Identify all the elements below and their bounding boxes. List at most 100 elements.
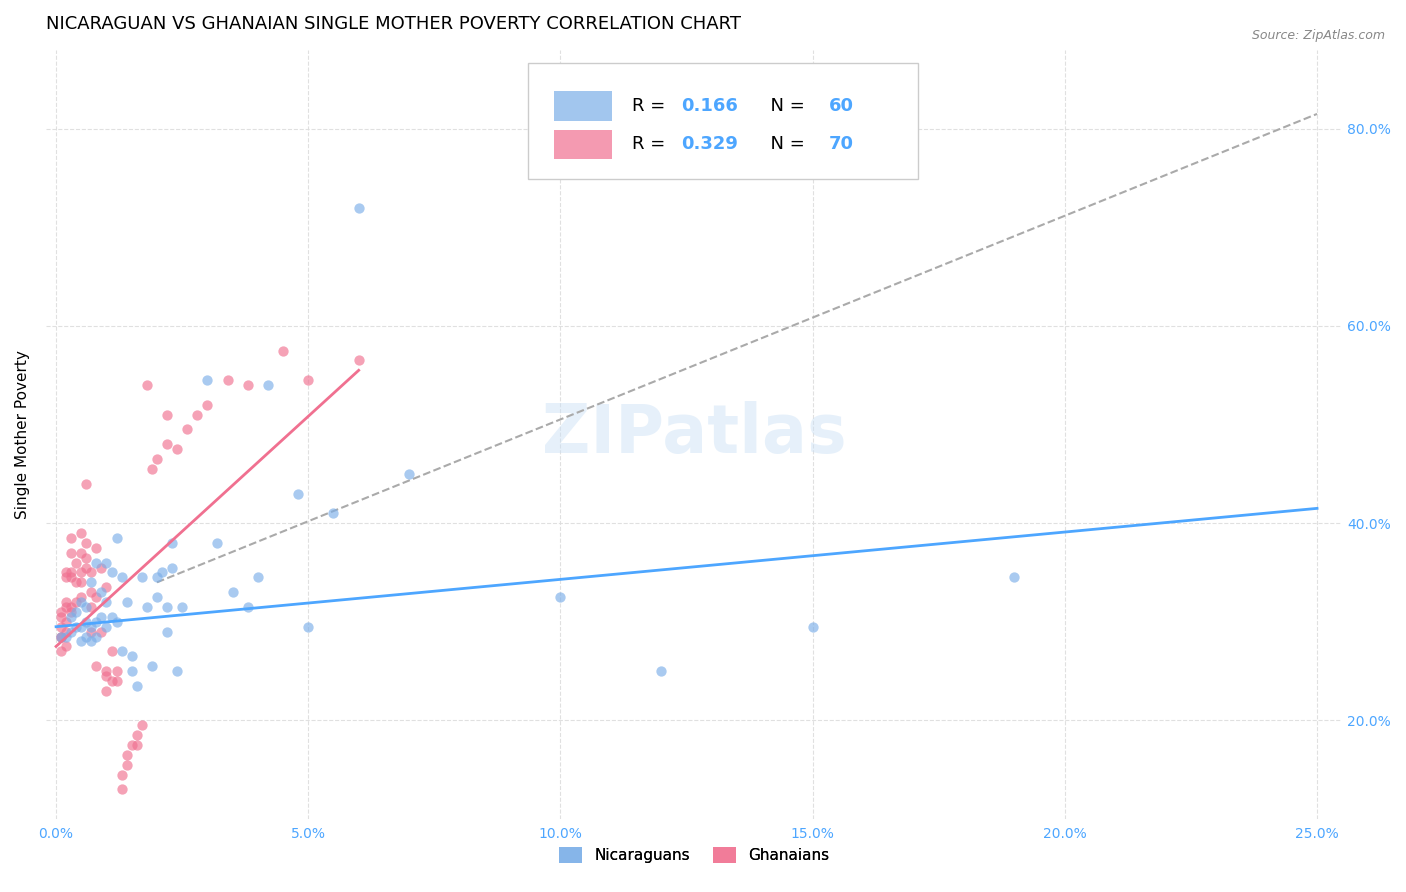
Point [86,590,108,604]
Text: 0.166: 0.166 [681,97,738,115]
Point [75,476,97,491]
Point [70,595,93,609]
Point [55,640,77,654]
Point [49,610,72,624]
Point [60,610,83,624]
Legend: Nicaraguans, Ghanaians: Nicaraguans, Ghanaians [553,841,835,869]
Point [156,408,179,422]
Point [90,560,112,574]
Point [96,620,118,634]
Point [131,570,153,584]
Text: 60: 60 [830,97,853,115]
Point [322,506,344,520]
Point [257,378,280,392]
Text: R =: R = [631,97,671,115]
Point [80,575,103,590]
Point [121,738,143,752]
Point [100,644,122,658]
Point [160,536,183,550]
Point [217,373,239,387]
Point [125,679,148,693]
Point [135,599,157,614]
Point [801,620,824,634]
Text: NICARAGUAN VS GHANAIAN SINGLE MOTHER POVERTY CORRELATION CHART: NICARAGUAN VS GHANAIAN SINGLE MOTHER POV… [46,15,741,33]
Point [49,620,72,634]
Point [70,634,93,648]
Point [347,353,370,368]
Point [172,599,194,614]
Point [90,585,112,599]
Point [100,566,122,580]
Point [70,620,93,634]
Point [100,673,122,688]
Point [49,630,72,644]
Point [65,620,87,634]
Point [60,570,83,584]
Point [86,541,108,555]
Point [650,664,672,678]
Point [96,556,118,570]
Point [111,570,134,584]
Point [297,373,319,387]
FancyBboxPatch shape [554,91,613,120]
Point [195,373,218,387]
Text: Source: ZipAtlas.com: Source: ZipAtlas.com [1251,29,1385,42]
Point [75,599,97,614]
Point [1002,570,1025,584]
Point [287,486,309,500]
Point [141,659,163,673]
Point [141,462,163,476]
Point [70,526,93,541]
Point [70,575,93,590]
Point [75,630,97,644]
Point [60,566,83,580]
Point [49,644,72,658]
Point [166,442,188,457]
Point [195,398,218,412]
Point [105,531,128,545]
Point [65,595,87,609]
Point [115,757,138,772]
Point [75,560,97,574]
Point [70,566,93,580]
Point [156,599,179,614]
Point [55,615,77,629]
Point [146,590,169,604]
Point [111,644,134,658]
Point [398,467,420,481]
Point [80,585,103,599]
FancyBboxPatch shape [529,63,918,179]
Point [86,556,108,570]
Point [96,580,118,594]
Point [121,649,143,664]
Point [49,605,72,619]
Point [80,624,103,639]
Point [186,408,208,422]
Point [207,536,229,550]
Point [90,624,112,639]
Text: N =: N = [759,97,810,115]
Text: 0.329: 0.329 [681,136,738,153]
Point [115,595,138,609]
Point [49,630,72,644]
Point [115,747,138,762]
Point [166,664,188,678]
Text: 70: 70 [830,136,853,153]
Point [55,599,77,614]
Point [96,669,118,683]
Point [297,620,319,634]
Text: ZIPatlas: ZIPatlas [541,401,846,467]
Point [111,782,134,797]
Point [75,615,97,629]
Point [80,620,103,634]
Point [156,624,179,639]
FancyBboxPatch shape [554,130,613,159]
Point [80,599,103,614]
Point [131,718,153,732]
Point [150,566,173,580]
Text: N =: N = [759,136,810,153]
Point [121,664,143,678]
Point [146,452,169,467]
Point [65,575,87,590]
Point [75,536,97,550]
